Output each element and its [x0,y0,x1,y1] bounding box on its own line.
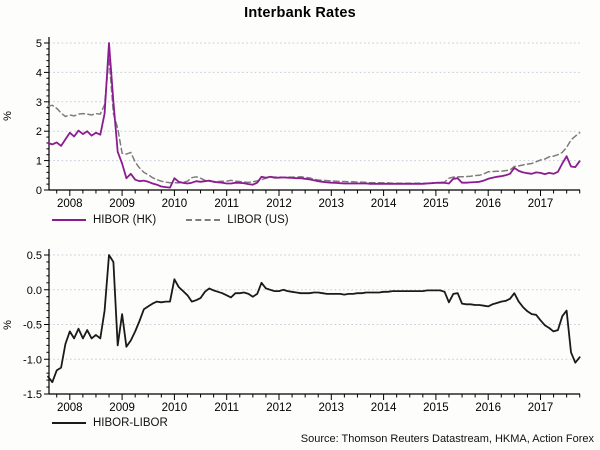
y-tick-label: 0.5 [27,250,42,262]
y-tick-label: 5 [36,38,42,50]
legend-item-libor: LIBOR (US) [186,214,289,226]
legend-item-spread: HIBOR-LIBOR [52,417,168,429]
x-tick-label: 2013 [319,402,345,414]
hibor-line-swatch-icon [52,219,86,221]
y-tick-label: 1 [36,156,42,168]
series-line-hibor-libor [47,254,581,384]
series-line-hibor-hk [47,42,581,189]
x-tick-label: 2017 [528,198,554,210]
x-tick-label: 2013 [319,198,345,210]
legend-label-hibor: HIBOR (HK) [93,214,157,226]
legend-label-libor: LIBOR (US) [227,214,289,226]
panel-bottom: 0.5 0.0 -0.5 -1.0 -1.5 2008 2009 2010 2011 2012 20… [2,249,581,414]
x-tick-label: 2011 [214,402,239,414]
bottom-panel-legend: HIBOR-LIBOR [52,417,168,429]
x-tick-label: 2009 [109,402,135,414]
x-tick-label: 2014 [371,198,397,210]
series-line-libor-us [47,56,581,184]
x-tick-label: 2008 [57,402,83,414]
y-axis-unit-label: % [2,320,14,330]
panel-top: 0 1 2 3 4 5 2008 2009 2010 2011 2012 2013 2014 2015 20… [2,37,581,210]
y-tick-label: 0.0 [27,285,42,297]
x-tick-label: 2014 [371,402,397,414]
source-attribution: Source: Thomson Reuters Datastream, HKMA… [300,433,594,445]
x-tick-label: 2016 [475,402,501,414]
x-tick-label: 2017 [528,402,554,414]
y-tick-label: -0.5 [23,320,42,332]
x-tick-label: 2012 [266,402,292,414]
legend-label-spread: HIBOR-LIBOR [93,417,168,429]
legend-item-hibor: HIBOR (HK) [52,214,156,226]
x-tick-label: 2011 [214,198,239,210]
x-tick-label: 2015 [423,402,449,414]
y-tick-label: -1.0 [23,354,42,366]
y-tick-label: 3 [36,97,42,109]
x-tick-label: 2010 [162,198,188,210]
y-tick-label: 0 [36,185,42,197]
y-tick-label: 4 [36,67,42,79]
y-tick-label: -1.5 [23,389,42,401]
x-tick-label: 2012 [266,198,292,210]
x-tick-label: 2009 [109,198,135,210]
libor-dashed-line-swatch-icon [186,219,221,221]
y-axis-unit-label: % [2,111,14,121]
x-tick-label: 2010 [162,402,188,414]
x-tick-label: 2016 [475,198,501,210]
chart-title: Interbank Rates [244,5,356,21]
y-tick-label: 2 [36,126,42,138]
top-panel-legend: HIBOR (HK) LIBOR (US) [52,214,289,226]
x-tick-label: 2015 [423,198,449,210]
spread-line-swatch-icon [52,422,86,424]
x-tick-label: 2008 [57,198,83,210]
